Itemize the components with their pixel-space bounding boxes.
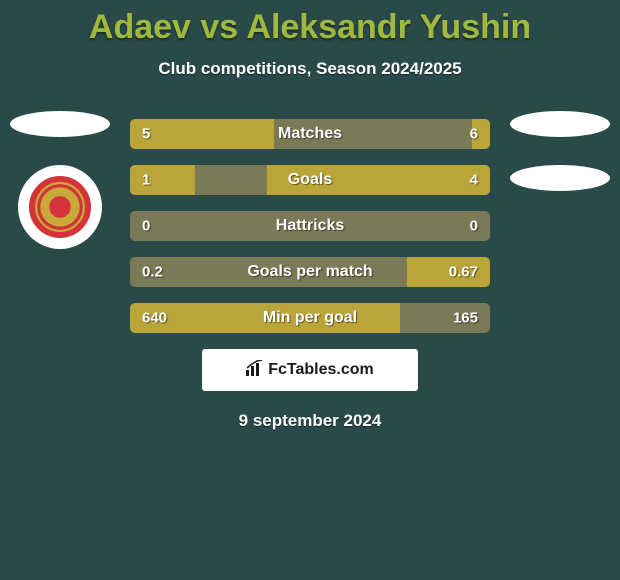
bar-value-left: 5 bbox=[142, 126, 150, 143]
bar-label: Min per goal bbox=[263, 309, 357, 327]
bar-value-right: 4 bbox=[470, 172, 478, 189]
bar-value-left: 640 bbox=[142, 310, 167, 327]
bar-row: 640 Min per goal 165 bbox=[130, 303, 490, 333]
bar-value-right: 6 bbox=[470, 126, 478, 143]
watermark: FcTables.com bbox=[202, 349, 418, 391]
bar-value-left: 0 bbox=[142, 218, 150, 235]
bar-segment-left bbox=[130, 119, 274, 149]
watermark-text: FcTables.com bbox=[268, 361, 374, 379]
page-title: Adaev vs Aleksandr Yushin bbox=[0, 0, 620, 47]
bar-row: 1 Goals 4 bbox=[130, 165, 490, 195]
bar-value-right: 165 bbox=[453, 310, 478, 327]
bar-row: 0.2 Goals per match 0.67 bbox=[130, 257, 490, 287]
club-logo-icon bbox=[18, 165, 102, 249]
bar-label: Hattricks bbox=[276, 217, 344, 235]
left-player-badges bbox=[10, 111, 110, 249]
bar-value-left: 0.2 bbox=[142, 264, 163, 281]
chart-icon bbox=[246, 360, 264, 381]
date-label: 9 september 2024 bbox=[0, 411, 620, 431]
right-player-badges bbox=[510, 111, 610, 219]
bar-row: 0 Hattricks 0 bbox=[130, 211, 490, 241]
bar-row: 5 Matches 6 bbox=[130, 119, 490, 149]
bar-label: Goals per match bbox=[247, 263, 372, 281]
bar-value-right: 0.67 bbox=[449, 264, 478, 281]
comparison-chart: 5 Matches 6 1 Goals 4 0 Hattricks 0 0.2 Goals per … bbox=[0, 119, 620, 431]
bars-container: 5 Matches 6 1 Goals 4 0 Hattricks 0 0.2 Goals per … bbox=[130, 119, 490, 333]
club-logo-inner-icon bbox=[29, 176, 91, 238]
bar-value-left: 1 bbox=[142, 172, 150, 189]
bar-segment-left bbox=[130, 165, 195, 195]
bar-label: Matches bbox=[278, 125, 342, 143]
player-badge-ellipse bbox=[510, 165, 610, 191]
player-badge-ellipse bbox=[510, 111, 610, 137]
bar-value-right: 0 bbox=[470, 218, 478, 235]
player-badge-ellipse bbox=[10, 111, 110, 137]
bar-label: Goals bbox=[288, 171, 332, 189]
page-subtitle: Club competitions, Season 2024/2025 bbox=[0, 59, 620, 79]
